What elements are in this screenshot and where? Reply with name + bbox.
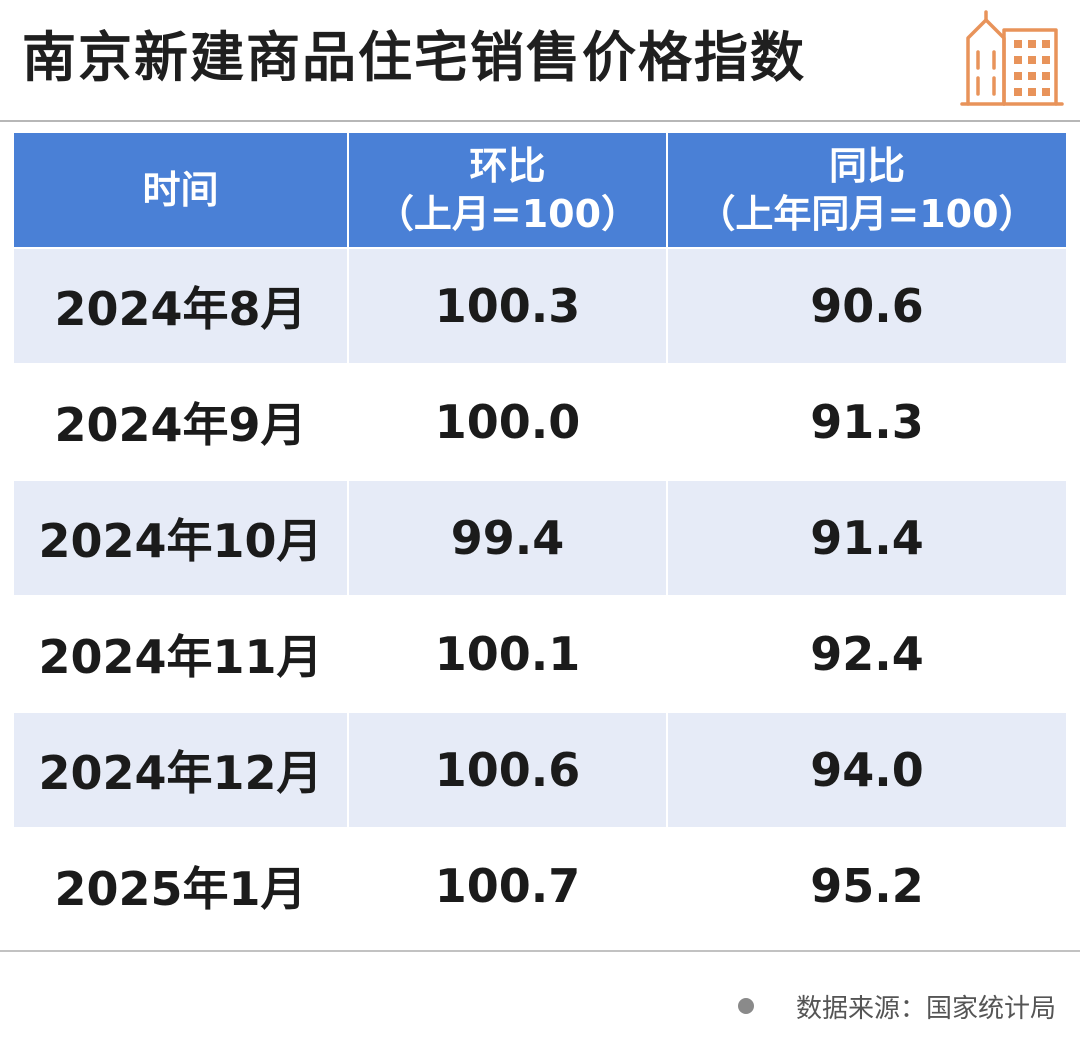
table-header-row: 时间 环比 （上月=100） 同比 （上年同月=100） [14, 133, 1066, 248]
table-row: 2024年10月 99.4 91.4 [14, 479, 1066, 596]
header: 南京新建商品住宅销售价格指数 [0, 0, 1080, 120]
header-divider [0, 120, 1080, 122]
mom-cell: 99.4 [348, 479, 668, 596]
column-header-label: 同比 [828, 144, 905, 188]
footer-divider [0, 950, 1080, 952]
period-cell: 2024年11月 [14, 595, 349, 712]
period-cell: 2024年12月 [14, 711, 349, 828]
column-header-sublabel: （上月=100） [375, 192, 640, 236]
column-header-period: 时间 [14, 133, 349, 248]
column-header-sublabel: （上年同月=100） [697, 192, 1037, 236]
buildings-icon [960, 10, 1064, 106]
table-row: 2024年9月 100.0 91.3 [14, 363, 1066, 480]
column-header-label: 环比 [469, 144, 546, 188]
yoy-cell: 94.0 [667, 711, 1066, 828]
source-text: 数据来源：国家统计局 [795, 993, 1056, 1024]
column-header-yoy: 同比 （上年同月=100） [667, 133, 1066, 248]
period-cell: 2024年10月 [14, 479, 349, 596]
yoy-cell: 91.4 [667, 479, 1066, 596]
mom-cell: 100.7 [348, 827, 668, 943]
period-cell: 2024年8月 [14, 247, 349, 364]
table-row: 2024年12月 100.6 94.0 [14, 711, 1066, 828]
mom-cell: 100.1 [348, 595, 668, 712]
yoy-cell: 92.4 [667, 595, 1066, 712]
period-cell: 2025年1月 [14, 827, 349, 943]
table-row: 2024年8月 100.3 90.6 [14, 247, 1066, 364]
yoy-cell: 91.3 [667, 363, 1066, 480]
mom-cell: 100.0 [348, 363, 668, 480]
table-row: 2024年11月 100.1 92.4 [14, 595, 1066, 712]
column-header-label: 时间 [142, 168, 219, 212]
chart-title: 南京新建商品住宅销售价格指数 [22, 26, 806, 89]
table-row: 2025年1月 100.7 95.2 [14, 827, 1066, 943]
yoy-cell: 95.2 [667, 827, 1066, 943]
column-header-mom: 环比 （上月=100） [348, 133, 668, 248]
yoy-cell: 90.6 [667, 247, 1066, 364]
mom-cell: 100.6 [348, 711, 668, 828]
period-cell: 2024年9月 [14, 363, 349, 480]
price-index-table: 时间 环比 （上月=100） 同比 （上年同月=100） 2024年8月 100… [14, 133, 1066, 943]
source-note: 数据来源：国家统计局 [737, 984, 1056, 1028]
bullet-icon [737, 998, 754, 1014]
mom-cell: 100.3 [348, 247, 668, 364]
